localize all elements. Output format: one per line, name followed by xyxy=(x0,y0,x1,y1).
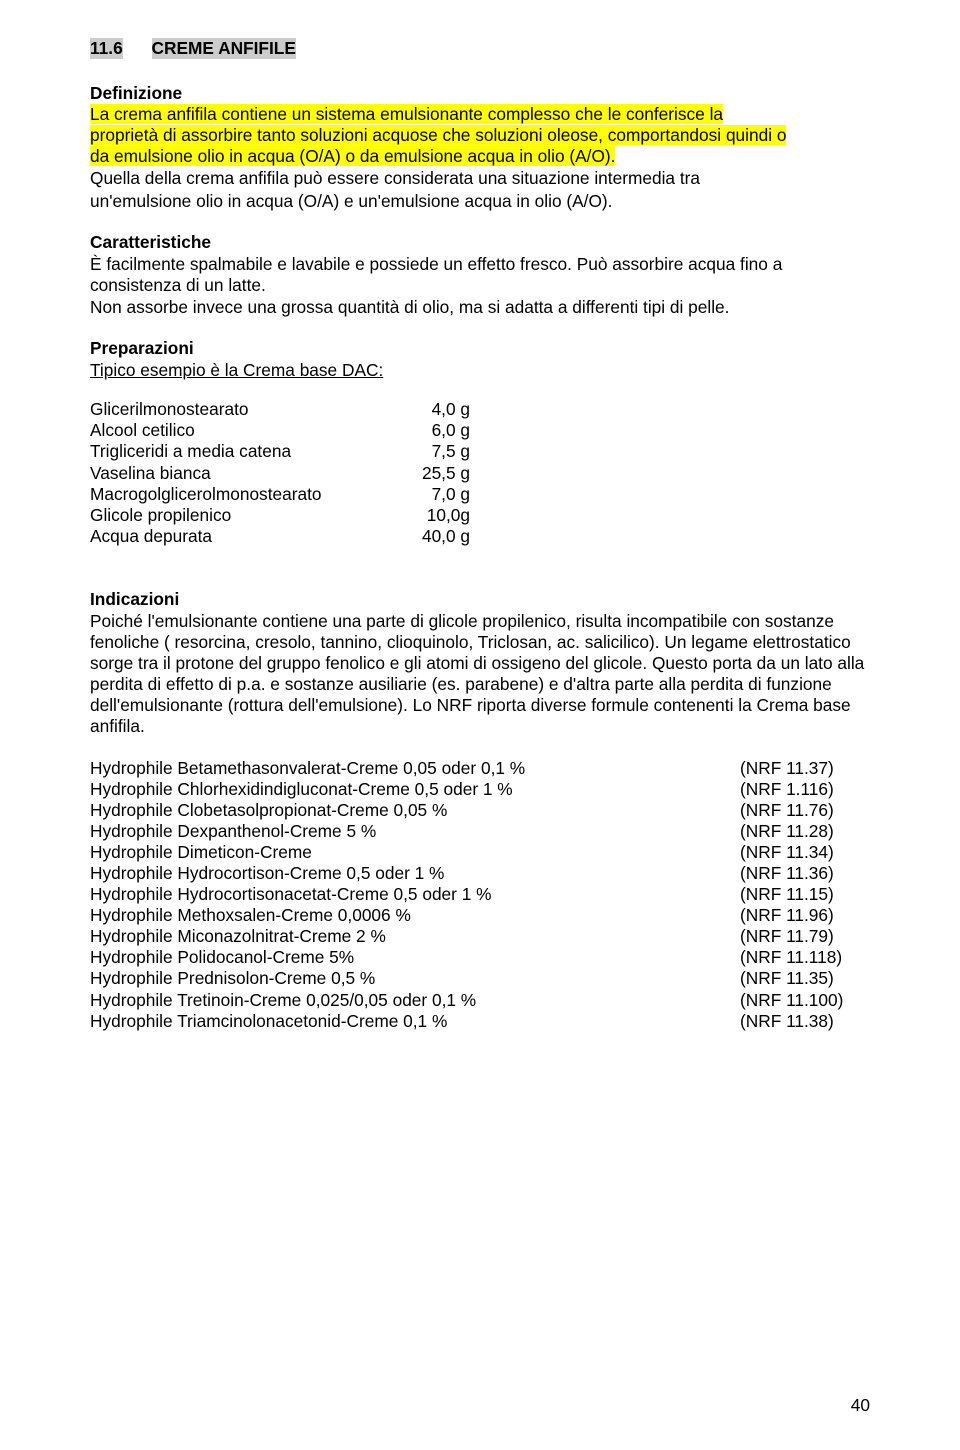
definizione-hl-3: da emulsione olio in acqua (O/A) o da em… xyxy=(90,146,615,166)
ingredient-row: Vaselina bianca 25,5 g xyxy=(90,463,870,484)
indicazioni-heading: Indicazioni xyxy=(90,589,870,610)
nrf-row: Hydrophile Hydrocortisonacetat-Creme 0,5… xyxy=(90,884,870,905)
nrf-name: Hydrophile Prednisolon-Creme 0,5 % xyxy=(90,968,740,989)
preparazioni-subtitle: Tipico esempio è la Crema base DAC: xyxy=(90,360,870,381)
ingredient-amount: 6,0 g xyxy=(400,420,470,441)
caratteristiche-line2: Non assorbe invece una grossa quantità d… xyxy=(90,297,870,318)
indicazioni-body: Poiché l'emulsionante contiene una parte… xyxy=(90,611,870,738)
nrf-row: Hydrophile Clobetasolpropionat-Creme 0,0… xyxy=(90,800,870,821)
definizione-hl-2: proprietà di assorbire tanto soluzioni a… xyxy=(90,125,786,145)
nrf-code: (NRF 11.96) xyxy=(740,905,870,926)
ingredient-table: Glicerilmonostearato 4,0 g Alcool cetili… xyxy=(90,399,870,547)
ingredient-amount: 10,0g xyxy=(400,505,470,526)
nrf-row: Hydrophile Dimeticon-Creme(NRF 11.34) xyxy=(90,842,870,863)
ingredient-row: Acqua depurata 40,0 g xyxy=(90,526,870,547)
nrf-code: (NRF 11.34) xyxy=(740,842,870,863)
ingredient-amount: 7,0 g xyxy=(400,484,470,505)
caratteristiche-line1: È facilmente spalmabile e lavabile e pos… xyxy=(90,254,870,296)
ingredient-name: Macrogolglicerolmonostearato xyxy=(90,484,400,505)
nrf-table: Hydrophile Betamethasonvalerat-Creme 0,0… xyxy=(90,758,870,1032)
nrf-row: Hydrophile Betamethasonvalerat-Creme 0,0… xyxy=(90,758,870,779)
nrf-row: Hydrophile Chlorhexidindigluconat-Creme … xyxy=(90,779,870,800)
nrf-row: Hydrophile Hydrocortison-Creme 0,5 oder … xyxy=(90,863,870,884)
nrf-row: Hydrophile Prednisolon-Creme 0,5 %(NRF 1… xyxy=(90,968,870,989)
ingredient-row: Macrogolglicerolmonostearato 7,0 g xyxy=(90,484,870,505)
nrf-name: Hydrophile Dexpanthenol-Creme 5 % xyxy=(90,821,740,842)
ingredient-amount: 40,0 g xyxy=(400,526,470,547)
ingredient-row: Glicole propilenico 10,0g xyxy=(90,505,870,526)
nrf-name: Hydrophile Chlorhexidindigluconat-Creme … xyxy=(90,779,740,800)
ingredient-name: Acqua depurata xyxy=(90,526,400,547)
nrf-code: (NRF 11.36) xyxy=(740,863,870,884)
ingredient-row: Glicerilmonostearato 4,0 g xyxy=(90,399,870,420)
ingredient-amount: 7,5 g xyxy=(400,441,470,462)
nrf-name: Hydrophile Triamcinolonacetonid-Creme 0,… xyxy=(90,1011,740,1032)
nrf-name: Hydrophile Clobetasolpropionat-Creme 0,0… xyxy=(90,800,740,821)
nrf-row: Hydrophile Miconazolnitrat-Creme 2 %(NRF… xyxy=(90,926,870,947)
definizione-heading: Definizione xyxy=(90,83,870,104)
nrf-code: (NRF 11.79) xyxy=(740,926,870,947)
nrf-row: Hydrophile Methoxsalen-Creme 0,0006 %(NR… xyxy=(90,905,870,926)
section-heading: 11.6 CREME ANFIFILE xyxy=(90,38,870,59)
ingredient-name: Trigliceridi a media catena xyxy=(90,441,400,462)
nrf-name: Hydrophile Miconazolnitrat-Creme 2 % xyxy=(90,926,740,947)
nrf-code: (NRF 11.15) xyxy=(740,884,870,905)
nrf-name: Hydrophile Hydrocortison-Creme 0,5 oder … xyxy=(90,863,740,884)
nrf-row: Hydrophile Dexpanthenol-Creme 5 %(NRF 11… xyxy=(90,821,870,842)
ingredient-amount: 4,0 g xyxy=(400,399,470,420)
nrf-code: (NRF 11.76) xyxy=(740,800,870,821)
nrf-code: (NRF 1.116) xyxy=(740,779,870,800)
nrf-code: (NRF 11.38) xyxy=(740,1011,870,1032)
ingredient-row: Alcool cetilico 6,0 g xyxy=(90,420,870,441)
definizione-highlight: La crema anfifila contiene un sistema em… xyxy=(90,104,870,167)
ingredient-row: Trigliceridi a media catena 7,5 g xyxy=(90,441,870,462)
caratteristiche-heading: Caratteristiche xyxy=(90,232,870,253)
nrf-row: Hydrophile Tretinoin-Creme 0,025/0,05 od… xyxy=(90,990,870,1011)
definizione-body-1: Quella della crema anfifila può essere c… xyxy=(90,168,870,189)
nrf-name: Hydrophile Polidocanol-Creme 5% xyxy=(90,947,740,968)
nrf-name: Hydrophile Methoxsalen-Creme 0,0006 % xyxy=(90,905,740,926)
ingredient-name: Vaselina bianca xyxy=(90,463,400,484)
section-title-gap xyxy=(128,38,147,59)
ingredient-name: Glicerilmonostearato xyxy=(90,399,400,420)
ingredient-amount: 25,5 g xyxy=(400,463,470,484)
definizione-body-2: un'emulsione olio in acqua (O/A) e un'em… xyxy=(90,191,870,212)
nrf-name: Hydrophile Betamethasonvalerat-Creme 0,0… xyxy=(90,758,740,779)
ingredient-name: Alcool cetilico xyxy=(90,420,400,441)
definizione-hl-1: La crema anfifila contiene un sistema em… xyxy=(90,104,723,124)
section-number: 11.6 xyxy=(90,38,123,59)
ingredient-name: Glicole propilenico xyxy=(90,505,400,526)
preparazioni-heading: Preparazioni xyxy=(90,338,870,359)
nrf-code: (NRF 11.35) xyxy=(740,968,870,989)
nrf-row: Hydrophile Triamcinolonacetonid-Creme 0,… xyxy=(90,1011,870,1032)
nrf-code: (NRF 11.100) xyxy=(740,990,870,1011)
nrf-code: (NRF 11.37) xyxy=(740,758,870,779)
nrf-name: Hydrophile Hydrocortisonacetat-Creme 0,5… xyxy=(90,884,740,905)
nrf-name: Hydrophile Dimeticon-Creme xyxy=(90,842,740,863)
nrf-name: Hydrophile Tretinoin-Creme 0,025/0,05 od… xyxy=(90,990,740,1011)
page-number: 40 xyxy=(851,1395,870,1416)
section-title: CREME ANFIFILE xyxy=(152,38,296,59)
nrf-code: (NRF 11.28) xyxy=(740,821,870,842)
nrf-row: Hydrophile Polidocanol-Creme 5%(NRF 11.1… xyxy=(90,947,870,968)
nrf-code: (NRF 11.118) xyxy=(740,947,870,968)
